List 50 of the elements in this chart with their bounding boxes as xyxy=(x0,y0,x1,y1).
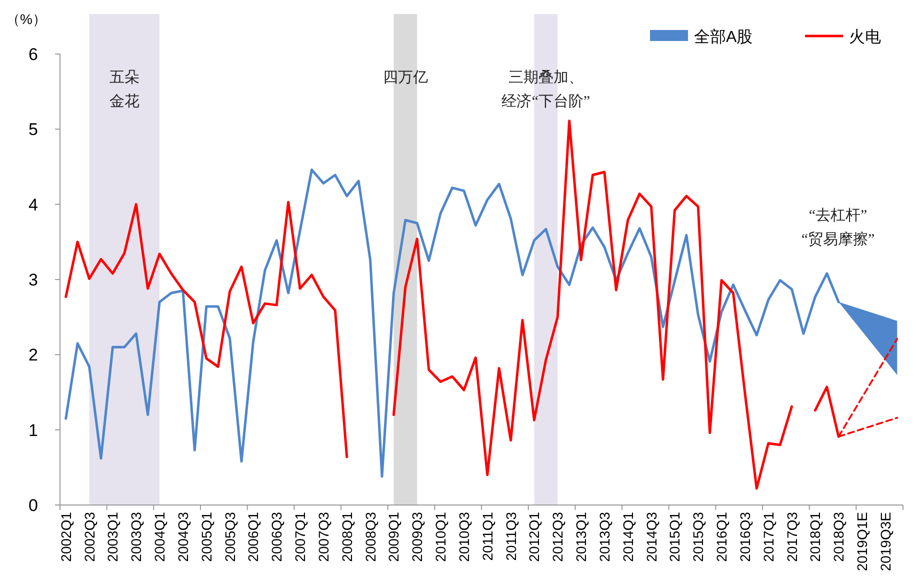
band-label: 三期叠加、经济“下台阶” xyxy=(502,69,590,110)
x-tick-label: 2006Q1 xyxy=(245,512,262,562)
y-tick-label: 4 xyxy=(28,195,38,214)
x-tick-label: 2011Q3 xyxy=(502,512,519,561)
x-tick-label: 2013Q3 xyxy=(596,512,612,562)
y-tick-label: 2 xyxy=(28,346,38,365)
x-tick-label: 2003Q3 xyxy=(128,512,144,562)
x-tick-label: 2011Q1 xyxy=(479,512,496,561)
legend-label: 全部A股 xyxy=(694,28,753,46)
x-tick-label: 2012Q3 xyxy=(550,512,566,562)
x-tick-label: 2016Q3 xyxy=(736,512,753,562)
x-tick-label: 2013Q1 xyxy=(573,512,590,562)
x-tick-label: 2012Q1 xyxy=(526,512,542,562)
y-tick-label: 6 xyxy=(28,45,38,64)
x-tick-label: 2002Q3 xyxy=(81,512,98,562)
x-tick-label: 2018Q1 xyxy=(807,512,824,562)
x-tick-label: 2005Q3 xyxy=(222,512,238,562)
x-tick-label: 2002Q1 xyxy=(58,512,74,562)
y-tick-label: 0 xyxy=(28,496,38,515)
x-tick-label: 2004Q1 xyxy=(152,512,168,562)
y-tick-label: 5 xyxy=(28,120,38,140)
x-tick-label: 2009Q1 xyxy=(386,512,402,562)
x-tick-label: 2009Q3 xyxy=(409,512,426,562)
x-tick-label: 2006Q3 xyxy=(268,512,285,562)
x-tick-label: 2019Q3E xyxy=(877,512,894,572)
y-tick-label: 3 xyxy=(28,270,38,290)
x-tick-label: 2017Q1 xyxy=(760,512,776,562)
x-tick-label: 2003Q1 xyxy=(104,512,121,562)
y-tick-label: 1 xyxy=(28,420,38,440)
x-tick-label: 2010Q1 xyxy=(432,512,449,562)
band-label: 五朵金花 xyxy=(109,69,140,110)
y-axis-title: （%） xyxy=(6,11,46,27)
x-tick-label: 2018Q3 xyxy=(830,512,847,562)
x-tick-label: 2014Q1 xyxy=(620,512,636,562)
annotation: “去杠杆” “贸易摩擦” xyxy=(801,207,875,248)
legend-label: 火电 xyxy=(849,28,881,46)
x-tick-label: 2015Q3 xyxy=(690,512,706,562)
x-tick-label: 2007Q3 xyxy=(315,512,332,562)
x-tick-label: 2004Q3 xyxy=(174,512,191,562)
x-tick-label: 2008Q3 xyxy=(362,512,378,562)
x-tick-label: 2007Q1 xyxy=(292,512,308,562)
x-tick-label: 2019Q1E xyxy=(854,512,870,572)
x-tick-label: 2016Q1 xyxy=(714,512,730,562)
band-label: 四万亿 xyxy=(382,70,428,86)
x-tick-label: 2005Q1 xyxy=(198,512,214,562)
x-tick-label: 2017Q3 xyxy=(784,512,800,562)
x-tick-label: 2010Q3 xyxy=(456,512,472,562)
x-tick-label: 2015Q1 xyxy=(666,512,683,562)
x-tick-label: 2008Q1 xyxy=(338,512,355,562)
x-tick-label: 2014Q3 xyxy=(643,512,660,562)
